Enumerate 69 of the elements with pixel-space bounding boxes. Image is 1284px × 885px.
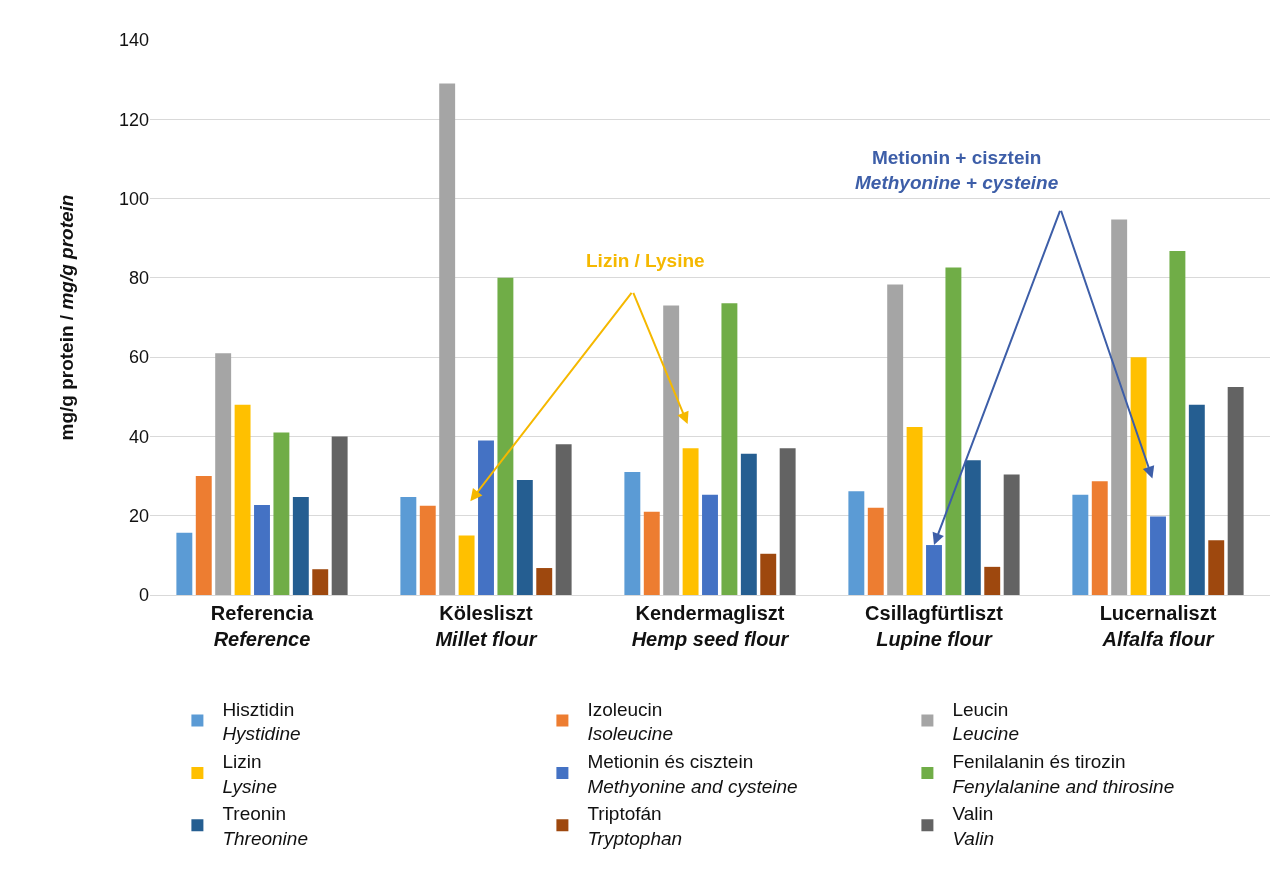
bar <box>419 505 436 595</box>
y-tick-label: 40 <box>128 426 149 447</box>
bar <box>312 569 329 595</box>
y-tick-label: 60 <box>128 347 149 368</box>
bar <box>643 511 660 595</box>
bar <box>740 453 757 595</box>
bar <box>497 277 514 595</box>
bar <box>867 507 884 595</box>
bar <box>624 472 641 595</box>
x-tick-label: Kendermagliszt Hemp seed flour <box>631 602 790 650</box>
x-tick-label: Referencia Reference <box>210 602 315 650</box>
bar <box>779 448 796 595</box>
bar <box>439 83 456 595</box>
bar <box>887 284 904 595</box>
x-tick-label: Kölesliszt Millet flour <box>435 602 538 650</box>
bar <box>1227 386 1244 595</box>
bar <box>1150 516 1166 595</box>
bar <box>1111 219 1128 595</box>
bar <box>331 436 348 595</box>
bar <box>906 426 923 595</box>
bar <box>273 432 290 595</box>
bar <box>663 305 680 595</box>
bar <box>478 440 494 595</box>
bar <box>254 505 270 595</box>
legend-label: Valin Valin <box>952 803 994 850</box>
x-tick-label: Lucernaliszt Alfalfa flour <box>1099 602 1217 650</box>
y-tick-label: 0 <box>138 585 149 606</box>
bar <box>536 568 553 595</box>
bar <box>555 444 572 595</box>
bar <box>215 353 232 595</box>
legend-label: Metionin és cisztein Methyonine and cysteine <box>587 751 798 797</box>
bar <box>702 494 718 595</box>
legend-label: Izoleucin Isoleucine <box>587 698 673 745</box>
legend-label: Fenilalanin és tirozin Fenylalanine and thirosine <box>952 751 1175 797</box>
bar <box>195 476 212 595</box>
bar <box>1169 250 1186 595</box>
legend-label: Leucin Leucine <box>952 698 1019 745</box>
bar <box>1003 474 1020 595</box>
bar <box>984 566 1001 595</box>
bar <box>1130 357 1147 595</box>
y-tick-label: 80 <box>128 268 149 289</box>
bar <box>1208 540 1225 595</box>
bar <box>721 303 738 595</box>
legend-label: Treonin Threonine <box>222 803 308 850</box>
legend-label: Hisztidin Hystidine <box>222 698 301 745</box>
y-axis-title: mg/g protein / mg/g protein <box>55 194 77 441</box>
legend-label: Triptofán Tryptophan <box>587 803 683 850</box>
x-tick-label: Csillagfürtliszt Lupine flour <box>865 602 1004 650</box>
bar <box>1091 481 1108 595</box>
bar <box>458 535 475 595</box>
bar <box>292 497 309 595</box>
bar <box>176 532 193 595</box>
annotation: Lizin / Lysine <box>586 250 705 271</box>
bar <box>1188 404 1205 595</box>
bar <box>1072 494 1089 595</box>
bar <box>234 404 251 595</box>
bar <box>682 448 699 595</box>
bar <box>400 497 417 595</box>
bar <box>945 267 962 595</box>
y-tick-label: 20 <box>128 506 149 527</box>
y-tick-label: 100 <box>118 188 149 209</box>
legend-label: Lizin Lysine <box>222 751 277 797</box>
bar <box>848 491 865 595</box>
bar <box>760 553 777 595</box>
bar <box>964 460 981 595</box>
annotation: Metionin + cisztein Methyonine + cysteine <box>855 147 1059 193</box>
y-tick-label: 120 <box>118 109 149 130</box>
bar <box>516 480 533 595</box>
y-tick-label: 140 <box>118 30 149 51</box>
